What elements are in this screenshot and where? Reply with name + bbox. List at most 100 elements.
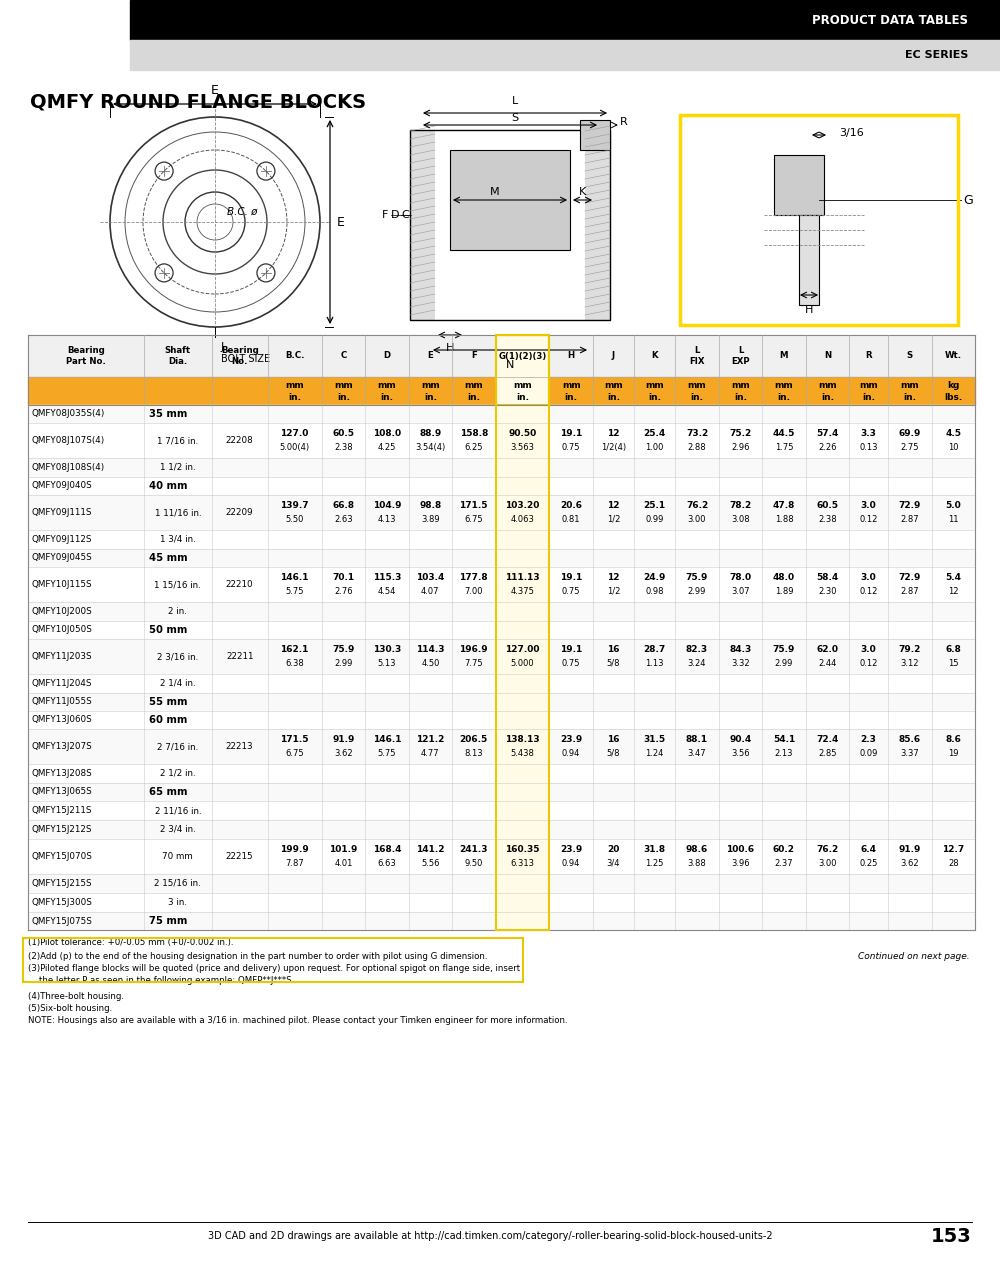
Text: QMFY13J207S: QMFY13J207S bbox=[31, 742, 92, 751]
Text: 2.63: 2.63 bbox=[334, 515, 353, 524]
Text: 58.4: 58.4 bbox=[816, 573, 839, 582]
Text: D: D bbox=[391, 210, 399, 220]
Text: kg: kg bbox=[947, 381, 959, 390]
Text: 3.96: 3.96 bbox=[731, 859, 750, 868]
Text: 3.89: 3.89 bbox=[421, 515, 440, 524]
Bar bbox=[496, 675, 549, 692]
Text: 2 15/16 in.: 2 15/16 in. bbox=[154, 879, 201, 888]
Text: 60.5: 60.5 bbox=[332, 429, 354, 438]
Text: 1/2(4): 1/2(4) bbox=[601, 443, 626, 452]
Text: B.C. ø: B.C. ø bbox=[227, 207, 258, 218]
Bar bbox=[496, 801, 549, 820]
Text: 9.50: 9.50 bbox=[465, 859, 483, 868]
Text: QMFY11J055S: QMFY11J055S bbox=[31, 698, 92, 707]
Text: 4.77: 4.77 bbox=[421, 749, 440, 758]
Text: 103.20: 103.20 bbox=[505, 500, 540, 509]
Text: 146.1: 146.1 bbox=[373, 735, 401, 744]
Text: (1)Pilot tolerance: +0/-0.05 mm (+0/-0.002 in.).: (1)Pilot tolerance: +0/-0.05 mm (+0/-0.0… bbox=[28, 938, 234, 947]
Text: E: E bbox=[211, 84, 219, 97]
Text: 76.2: 76.2 bbox=[686, 500, 708, 509]
Text: 70 mm: 70 mm bbox=[162, 852, 193, 861]
Text: 22213: 22213 bbox=[226, 742, 253, 751]
Text: 10: 10 bbox=[948, 443, 959, 452]
Text: 0.09: 0.09 bbox=[859, 749, 878, 758]
Text: L
EXP: L EXP bbox=[731, 346, 750, 366]
Text: 19.1: 19.1 bbox=[560, 573, 582, 582]
Text: 3.3: 3.3 bbox=[861, 429, 877, 438]
Text: QMFY15J215S: QMFY15J215S bbox=[31, 879, 92, 888]
Text: 0.13: 0.13 bbox=[859, 443, 878, 452]
Text: 7.75: 7.75 bbox=[464, 659, 483, 668]
Text: 2.37: 2.37 bbox=[775, 859, 793, 868]
Text: 25.4: 25.4 bbox=[644, 429, 666, 438]
Text: 2.13: 2.13 bbox=[775, 749, 793, 758]
Text: 3.0: 3.0 bbox=[861, 573, 876, 582]
Text: QMFY08J107S(4): QMFY08J107S(4) bbox=[31, 436, 104, 445]
Text: 3.56: 3.56 bbox=[731, 749, 750, 758]
Bar bbox=[774, 155, 824, 215]
Text: M: M bbox=[490, 187, 500, 197]
Bar bbox=[496, 639, 549, 675]
Text: 1 3/4 in.: 1 3/4 in. bbox=[160, 535, 196, 544]
Text: 90.4: 90.4 bbox=[729, 735, 752, 744]
Text: 2.30: 2.30 bbox=[818, 588, 837, 596]
Bar bbox=[28, 621, 975, 639]
Text: 12: 12 bbox=[948, 588, 959, 596]
Text: 0.94: 0.94 bbox=[562, 859, 580, 868]
Text: 3/16: 3/16 bbox=[839, 128, 864, 138]
Text: C: C bbox=[401, 210, 409, 220]
Text: 115.3: 115.3 bbox=[373, 573, 401, 582]
Text: mm: mm bbox=[775, 381, 793, 390]
Bar bbox=[496, 783, 549, 801]
Text: 88.1: 88.1 bbox=[686, 735, 708, 744]
Text: 72.9: 72.9 bbox=[899, 573, 921, 582]
Text: BOLT SIZE: BOLT SIZE bbox=[221, 355, 270, 364]
Text: 2 1/2 in.: 2 1/2 in. bbox=[160, 769, 196, 778]
Bar bbox=[496, 477, 549, 495]
Text: 3.62: 3.62 bbox=[901, 859, 919, 868]
Text: 1 1/2 in.: 1 1/2 in. bbox=[160, 463, 196, 472]
Bar bbox=[450, 150, 570, 250]
Text: 1/2: 1/2 bbox=[607, 515, 620, 524]
Text: 130.3: 130.3 bbox=[373, 645, 401, 654]
Text: 5.438: 5.438 bbox=[511, 749, 534, 758]
Text: 3.07: 3.07 bbox=[731, 588, 750, 596]
Text: mm: mm bbox=[285, 381, 304, 390]
Text: R: R bbox=[865, 352, 872, 361]
Text: 66.8: 66.8 bbox=[332, 500, 354, 509]
Text: in.: in. bbox=[821, 393, 834, 402]
Bar bbox=[28, 911, 975, 931]
Text: 5/8: 5/8 bbox=[607, 659, 620, 668]
Text: 2.85: 2.85 bbox=[818, 749, 837, 758]
Text: 141.2: 141.2 bbox=[416, 845, 445, 854]
Text: 153: 153 bbox=[931, 1226, 972, 1245]
Text: 4.01: 4.01 bbox=[334, 859, 353, 868]
Text: 4.375: 4.375 bbox=[511, 588, 534, 596]
Bar bbox=[28, 549, 975, 567]
Text: mm: mm bbox=[688, 381, 706, 390]
Text: 5.4: 5.4 bbox=[945, 573, 961, 582]
Text: 127.0: 127.0 bbox=[281, 429, 309, 438]
Text: 70.1: 70.1 bbox=[332, 573, 354, 582]
Bar bbox=[496, 893, 549, 911]
Bar bbox=[496, 335, 549, 404]
Text: QMFY13J065S: QMFY13J065S bbox=[31, 787, 92, 796]
Text: 4.50: 4.50 bbox=[421, 659, 440, 668]
Text: Bearing
No.: Bearing No. bbox=[221, 346, 259, 366]
Text: H: H bbox=[446, 343, 454, 353]
Text: 5.75: 5.75 bbox=[285, 588, 304, 596]
Text: 1.00: 1.00 bbox=[646, 443, 664, 452]
Text: 1 11/16 in.: 1 11/16 in. bbox=[155, 508, 201, 517]
Bar bbox=[496, 710, 549, 730]
Text: 69.9: 69.9 bbox=[899, 429, 921, 438]
Text: 28: 28 bbox=[948, 859, 959, 868]
Text: 3.62: 3.62 bbox=[334, 749, 353, 758]
Text: mm: mm bbox=[513, 381, 532, 390]
Text: 75 mm: 75 mm bbox=[149, 916, 188, 925]
Bar bbox=[28, 335, 975, 378]
Text: in.: in. bbox=[607, 393, 620, 402]
Text: 114.3: 114.3 bbox=[416, 645, 445, 654]
Text: 6.313: 6.313 bbox=[510, 859, 534, 868]
Text: 104.9: 104.9 bbox=[373, 500, 401, 509]
Text: 0.12: 0.12 bbox=[859, 588, 878, 596]
